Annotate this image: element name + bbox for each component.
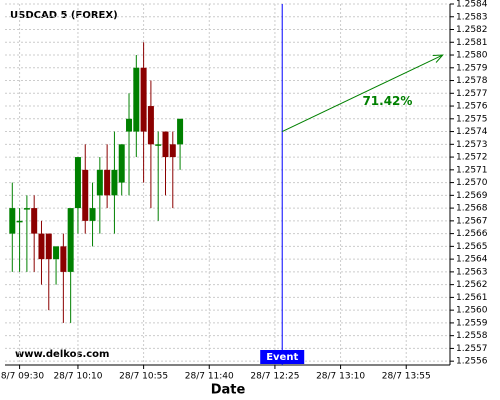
- candle-body: [118, 144, 125, 183]
- y-tick-label: 1.2570: [456, 178, 488, 188]
- candle-body: [104, 169, 111, 196]
- y-tick-label: 1.2567: [456, 216, 488, 226]
- candle-body: [16, 220, 23, 223]
- y-tick-label: 1.2565: [456, 242, 488, 252]
- y-tick-label: 1.2560: [456, 306, 488, 316]
- candle-body: [96, 169, 103, 196]
- y-tick-label: 1.2581: [456, 38, 488, 48]
- y-tick-label: 1.2564: [456, 255, 488, 265]
- x-tick-label: 28/7 13:55: [382, 372, 431, 382]
- y-tick-label: 1.2574: [456, 127, 488, 137]
- candle-body: [9, 208, 16, 234]
- candle-body: [53, 246, 60, 260]
- x-tick-label: 28/7 10:10: [53, 372, 102, 382]
- candle-body: [67, 208, 74, 272]
- y-tick-label: 1.2583: [456, 12, 488, 22]
- projection-label: 71.42%: [362, 94, 412, 108]
- chart-title: USDCAD 5 (FOREX): [10, 10, 118, 21]
- y-tick-label: 1.2566: [456, 229, 488, 239]
- event-label-box: [260, 350, 305, 364]
- watermark: www.delkos.com: [15, 349, 109, 360]
- y-tick-label: 1.2571: [456, 165, 488, 175]
- candle-body: [147, 106, 154, 145]
- y-tick-label: 1.2572: [456, 153, 488, 163]
- y-tick-label: 1.2561: [456, 293, 488, 303]
- x-tick-label: 28/7 12:25: [250, 372, 299, 382]
- y-tick-label: 1.2569: [456, 191, 488, 201]
- candle-body: [60, 246, 67, 272]
- projection-arrow: [281, 54, 443, 133]
- y-tick-label: 1.2576: [456, 102, 488, 112]
- y-tick-label: 1.2562: [456, 280, 488, 290]
- y-tick-label: 1.2568: [456, 204, 488, 214]
- candle-body: [169, 144, 176, 158]
- candle-body: [38, 233, 45, 260]
- candle-body: [23, 208, 30, 210]
- candle-body: [89, 208, 96, 221]
- candle-body: [155, 144, 162, 146]
- y-tick-label: 1.2573: [456, 140, 488, 150]
- y-tick-label: 1.2558: [456, 331, 488, 341]
- y-tick-label: 1.2580: [456, 51, 488, 61]
- y-tick-label: 1.2559: [456, 318, 488, 328]
- candle-body: [133, 67, 140, 132]
- candle-body: [126, 118, 133, 132]
- y-tick-label: 1.2582: [456, 25, 488, 35]
- event-label: Event: [266, 352, 298, 363]
- x-axis-label: Date: [211, 383, 246, 398]
- candle-body: [111, 169, 118, 196]
- y-tick-label: 1.2577: [456, 89, 488, 99]
- candle-body: [45, 233, 52, 260]
- x-tick-label: 28/7 10:55: [119, 372, 168, 382]
- candle-body: [82, 169, 89, 221]
- candle-body: [31, 208, 38, 234]
- candle-body: [162, 131, 169, 158]
- y-tick-label: 1.2579: [456, 63, 488, 73]
- candle-body: [140, 67, 147, 132]
- y-tick-label: 1.2556: [456, 357, 488, 367]
- x-tick-label: 28/7 09:30: [0, 372, 44, 382]
- y-tick-label: 1.2575: [456, 114, 488, 124]
- candle-body: [177, 118, 184, 145]
- candle-body: [74, 157, 81, 209]
- arrow-head: [432, 54, 444, 63]
- y-tick-label: 1.2557: [456, 344, 488, 354]
- y-tick-label: 1.2578: [456, 76, 488, 86]
- y-tick-label: 1.2563: [456, 267, 488, 277]
- y-tick-label: 1.2584: [456, 0, 488, 10]
- x-tick-label: 28/7 13:10: [316, 372, 365, 382]
- x-tick-label: 28/7 11:40: [185, 372, 234, 382]
